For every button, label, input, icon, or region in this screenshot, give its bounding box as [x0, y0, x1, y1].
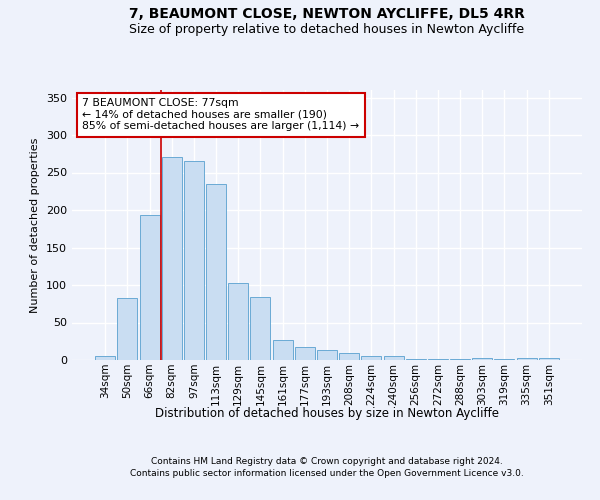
Bar [295, 347, 315, 360]
Bar [450, 359, 470, 360]
Bar [140, 215, 160, 360]
Text: 7 BEAUMONT CLOSE: 77sqm
← 14% of detached houses are smaller (190)
85% of semi-d: 7 BEAUMONT CLOSE: 77sqm ← 14% of detache… [82, 98, 359, 132]
Y-axis label: Number of detached properties: Number of detached properties [31, 138, 40, 312]
Text: Contains public sector information licensed under the Open Government Licence v3: Contains public sector information licen… [130, 469, 524, 478]
Bar [250, 297, 271, 360]
Bar [383, 356, 404, 360]
Bar [406, 359, 426, 360]
Text: 7, BEAUMONT CLOSE, NEWTON AYCLIFFE, DL5 4RR: 7, BEAUMONT CLOSE, NEWTON AYCLIFFE, DL5 … [129, 8, 525, 22]
Bar [118, 298, 137, 360]
Bar [339, 353, 359, 360]
Bar [472, 358, 492, 360]
Bar [361, 356, 382, 360]
Bar [539, 358, 559, 360]
Bar [317, 350, 337, 360]
Bar [428, 359, 448, 360]
Bar [95, 356, 115, 360]
Bar [206, 184, 226, 360]
Text: Distribution of detached houses by size in Newton Aycliffe: Distribution of detached houses by size … [155, 408, 499, 420]
Bar [228, 283, 248, 360]
Bar [184, 160, 204, 360]
Text: Size of property relative to detached houses in Newton Aycliffe: Size of property relative to detached ho… [130, 22, 524, 36]
Bar [272, 340, 293, 360]
Bar [162, 157, 182, 360]
Bar [494, 359, 514, 360]
Bar [517, 358, 536, 360]
Text: Contains HM Land Registry data © Crown copyright and database right 2024.: Contains HM Land Registry data © Crown c… [151, 458, 503, 466]
